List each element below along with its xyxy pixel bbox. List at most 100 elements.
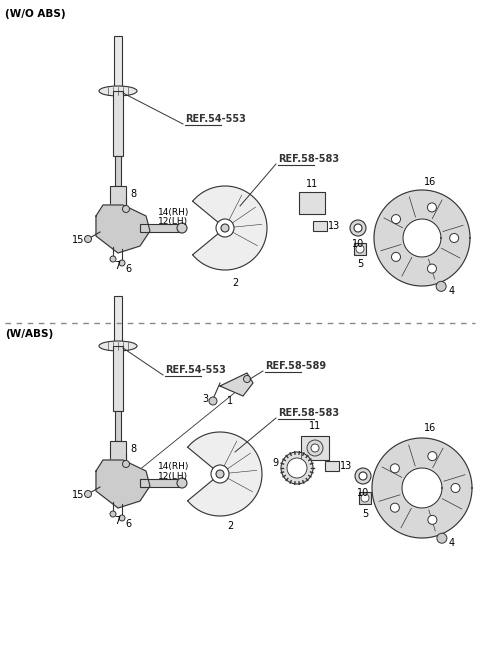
Bar: [115, 156, 121, 186]
Bar: [325, 461, 339, 471]
Bar: [114, 36, 122, 91]
Text: 15: 15: [72, 235, 84, 245]
Text: REF.58-583: REF.58-583: [278, 408, 339, 418]
Circle shape: [436, 282, 446, 291]
Circle shape: [427, 203, 436, 212]
Bar: [110, 186, 126, 241]
Circle shape: [122, 461, 130, 468]
Bar: [301, 436, 329, 460]
Circle shape: [355, 468, 371, 484]
Circle shape: [392, 253, 400, 262]
Circle shape: [354, 224, 362, 232]
Text: 13: 13: [340, 461, 352, 471]
Bar: [299, 192, 325, 214]
Bar: [115, 411, 121, 441]
Text: 4: 4: [449, 538, 455, 548]
Text: REF.58-583: REF.58-583: [278, 154, 339, 164]
Circle shape: [243, 375, 251, 382]
Text: 16: 16: [424, 423, 436, 433]
Text: REF.58-589: REF.58-589: [265, 361, 326, 371]
Circle shape: [209, 397, 217, 405]
Bar: [313, 221, 327, 231]
Text: 3: 3: [202, 394, 208, 404]
Text: 12(LH): 12(LH): [158, 472, 188, 481]
Text: 11: 11: [309, 421, 321, 431]
Text: 10: 10: [357, 488, 369, 498]
Circle shape: [428, 516, 437, 525]
Circle shape: [450, 233, 459, 242]
Bar: [113, 91, 123, 156]
Bar: [113, 346, 123, 411]
Bar: [114, 296, 122, 346]
Circle shape: [177, 223, 187, 233]
Circle shape: [287, 458, 307, 478]
Circle shape: [428, 452, 437, 461]
Ellipse shape: [99, 86, 137, 96]
Bar: [110, 441, 126, 496]
Text: 11: 11: [306, 179, 318, 189]
Circle shape: [451, 483, 460, 492]
Text: 14(RH): 14(RH): [158, 463, 190, 472]
Circle shape: [84, 236, 92, 242]
Polygon shape: [188, 432, 262, 516]
Polygon shape: [402, 468, 442, 508]
Circle shape: [390, 464, 399, 473]
Text: 10: 10: [352, 239, 364, 249]
Circle shape: [211, 465, 229, 483]
Text: 13: 13: [328, 221, 340, 231]
Circle shape: [216, 219, 234, 237]
Circle shape: [110, 256, 116, 262]
Polygon shape: [374, 190, 470, 286]
Text: REF.54-553: REF.54-553: [185, 114, 246, 124]
Text: 1: 1: [227, 396, 233, 406]
Polygon shape: [220, 373, 253, 396]
Text: (W/ABS): (W/ABS): [5, 329, 53, 339]
Circle shape: [437, 533, 447, 543]
Text: 2: 2: [232, 278, 238, 288]
Polygon shape: [372, 438, 472, 538]
Circle shape: [221, 224, 229, 232]
Circle shape: [119, 260, 125, 266]
Circle shape: [281, 452, 313, 484]
Circle shape: [359, 472, 367, 480]
Text: 16: 16: [424, 177, 436, 187]
Text: 5: 5: [362, 509, 368, 519]
Bar: [140, 479, 182, 487]
Text: REF.54-553: REF.54-553: [165, 365, 226, 375]
Circle shape: [307, 440, 323, 456]
Circle shape: [361, 494, 369, 502]
Text: 6: 6: [125, 264, 131, 274]
Text: 2: 2: [227, 521, 233, 531]
Circle shape: [356, 245, 364, 253]
Text: 4: 4: [448, 286, 454, 297]
Polygon shape: [96, 205, 150, 253]
Polygon shape: [403, 219, 441, 257]
Circle shape: [84, 490, 92, 497]
Circle shape: [122, 205, 130, 213]
Text: (W/O ABS): (W/O ABS): [5, 9, 66, 19]
Text: 9: 9: [272, 458, 278, 468]
Polygon shape: [359, 492, 371, 504]
Circle shape: [392, 214, 400, 224]
Text: 5: 5: [357, 259, 363, 269]
Circle shape: [350, 220, 366, 236]
Circle shape: [119, 515, 125, 521]
Text: 7: 7: [114, 516, 120, 526]
Circle shape: [390, 503, 399, 512]
Text: 8: 8: [130, 444, 136, 454]
Text: 12(LH): 12(LH): [158, 216, 188, 225]
Bar: [140, 224, 182, 232]
Circle shape: [311, 444, 319, 452]
Circle shape: [177, 478, 187, 488]
Ellipse shape: [99, 341, 137, 351]
Polygon shape: [96, 460, 150, 508]
Text: 8: 8: [130, 189, 136, 199]
Text: 15: 15: [72, 490, 84, 500]
Circle shape: [427, 264, 436, 273]
Circle shape: [110, 511, 116, 517]
Polygon shape: [192, 186, 267, 270]
Text: 7: 7: [114, 261, 120, 271]
Circle shape: [216, 470, 224, 478]
Text: 6: 6: [125, 519, 131, 529]
Polygon shape: [354, 243, 366, 255]
